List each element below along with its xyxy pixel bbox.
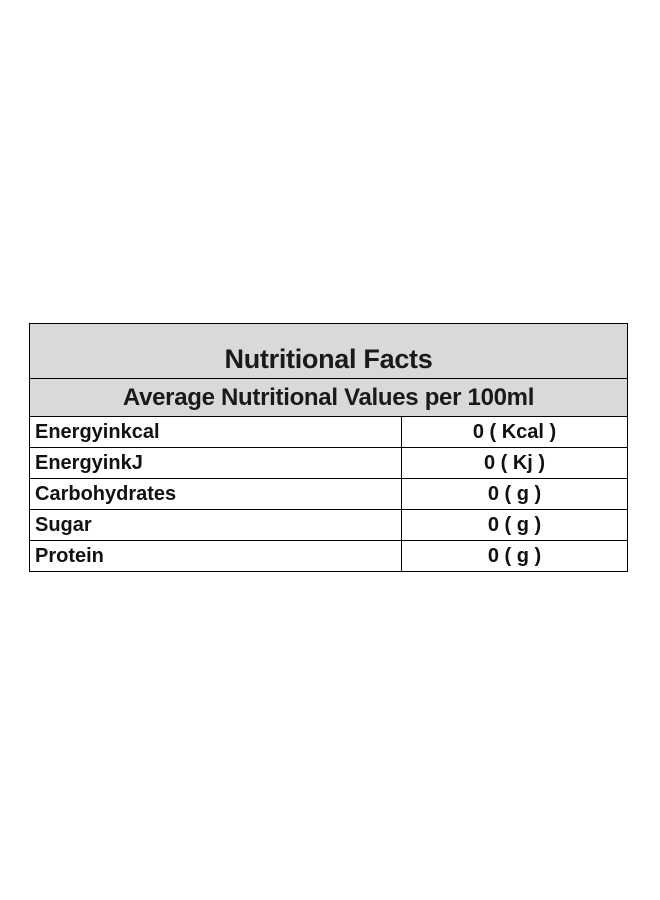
table-subtitle: Average Nutritional Values per 100ml	[122, 383, 535, 411]
nutrient-label: Protein	[30, 541, 402, 571]
nutrient-label: Carbohydrates	[30, 479, 402, 509]
nutrient-value: 0 ( g )	[487, 544, 542, 567]
nutrient-label: Sugar	[30, 510, 402, 540]
nutrition-facts-table: Nutritional Facts Average Nutritional Va…	[29, 323, 628, 572]
nutrient-value: 0 ( Kcal )	[472, 420, 557, 443]
table-row: EnergyinkJ 0 ( Kj )	[30, 448, 627, 479]
table-title-row: Nutritional Facts	[30, 324, 627, 379]
nutrient-label: EnergyinkJ	[30, 448, 402, 478]
table-title: Nutritional Facts	[224, 344, 433, 374]
table-row: Carbohydrates 0 ( g )	[30, 479, 627, 510]
nutrient-value: 0 ( Kj )	[483, 451, 546, 474]
table-row: Sugar 0 ( g )	[30, 510, 627, 541]
table-row: Protein 0 ( g )	[30, 541, 627, 571]
table-row: Energyinkcal 0 ( Kcal )	[30, 417, 627, 448]
nutrient-value: 0 ( g )	[487, 513, 542, 536]
nutrient-label: Energyinkcal	[30, 417, 402, 447]
table-subtitle-row: Average Nutritional Values per 100ml	[30, 379, 627, 417]
nutrient-value: 0 ( g )	[487, 482, 542, 505]
